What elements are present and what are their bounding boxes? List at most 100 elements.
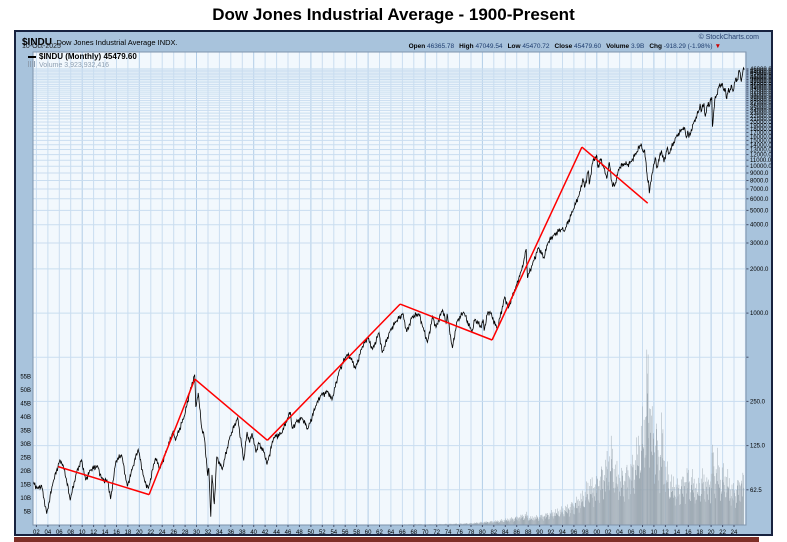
grid-vertical — [35, 52, 746, 525]
trendlines — [57, 146, 649, 496]
svg-text:98: 98 — [582, 530, 589, 534]
svg-text:84: 84 — [502, 530, 509, 534]
svg-text:66: 66 — [399, 530, 406, 534]
volume-bars-icon — [28, 61, 36, 67]
svg-text:04: 04 — [45, 530, 52, 534]
x-axis-labels: 02 04 06 08 10 12 14 16 18 20 22 24 26 28 30 32 34 36 38 40… — [33, 525, 738, 534]
svg-text:45000.0: 45000.0 — [750, 68, 771, 74]
svg-text:70: 70 — [422, 530, 429, 534]
svg-text:125.0: 125.0 — [750, 444, 766, 450]
quote-high-label: High — [459, 43, 474, 50]
price-line-swatch — [28, 55, 36, 58]
svg-text:20000.0: 20000.0 — [750, 120, 771, 126]
svg-text:34000.0: 34000.0 — [750, 86, 771, 92]
chart-header: $INDU Dow Jones Industrial Average INDX. — [22, 32, 178, 50]
svg-text:56: 56 — [342, 530, 349, 534]
svg-text:24: 24 — [159, 530, 166, 534]
svg-text:44: 44 — [273, 530, 280, 534]
svg-text:60: 60 — [365, 530, 372, 534]
svg-text:52: 52 — [319, 530, 326, 534]
svg-text:34: 34 — [216, 530, 223, 534]
svg-text:04: 04 — [616, 530, 623, 534]
svg-text:5B: 5B — [24, 510, 31, 516]
quote-close-value: 45479.60 — [574, 43, 602, 50]
svg-text:2000.0: 2000.0 — [750, 267, 769, 273]
svg-text:62: 62 — [376, 530, 383, 534]
price-line — [32, 66, 745, 517]
svg-text:44000.0: 44000.0 — [750, 70, 771, 76]
svg-text:88: 88 — [525, 530, 532, 534]
svg-text:30: 30 — [193, 530, 200, 534]
svg-text:1000.0: 1000.0 — [750, 311, 769, 317]
svg-text:11000.0: 11000.0 — [750, 158, 771, 164]
quote-low-value: 45470.72 — [522, 43, 550, 50]
stockchart-panel: $INDU Dow Jones Industrial Average INDX.… — [14, 30, 773, 536]
svg-text:22: 22 — [147, 530, 154, 534]
svg-text:12000.0: 12000.0 — [750, 153, 771, 159]
svg-text:50B: 50B — [20, 388, 31, 394]
svg-text:64: 64 — [388, 530, 395, 534]
svg-text:18: 18 — [696, 530, 703, 534]
svg-text:43000.0: 43000.0 — [750, 71, 771, 77]
quote-low-label: Low — [507, 43, 521, 50]
svg-text:16: 16 — [685, 530, 692, 534]
svg-text:40: 40 — [250, 530, 257, 534]
grid-horizontal — [33, 68, 749, 491]
svg-text:10000.0: 10000.0 — [750, 164, 771, 170]
quote-open-value: 46365.78 — [427, 43, 455, 50]
svg-text:55B: 55B — [20, 375, 31, 381]
svg-text:3000.0: 3000.0 — [750, 241, 769, 247]
chg-down-arrow-icon: ▼ — [714, 43, 721, 50]
svg-text:12: 12 — [662, 530, 669, 534]
svg-text:00: 00 — [593, 530, 600, 534]
svg-text:23000.0: 23000.0 — [750, 111, 771, 117]
svg-text:36000.0: 36000.0 — [750, 83, 771, 89]
svg-text:32000.0: 32000.0 — [750, 90, 771, 96]
quote-chg-label: Chg — [649, 43, 662, 50]
svg-text:30B: 30B — [20, 442, 31, 448]
svg-text:78: 78 — [468, 530, 475, 534]
quote-open-label: Open — [408, 43, 426, 50]
svg-text:18: 18 — [125, 530, 132, 534]
right-axis-labels: 62.5 125.0 250.0 1000.0 2000.0 3000.0 4000.0 50… — [750, 67, 771, 494]
svg-text:06: 06 — [628, 530, 635, 534]
ticker-name: Dow Jones Industrial Average INDX. — [56, 38, 178, 47]
chart-legend: $INDU (Monthly) 45479.60 Volume 3,923,93… — [28, 52, 137, 70]
svg-text:16000.0: 16000.0 — [750, 134, 771, 140]
svg-text:02: 02 — [605, 530, 612, 534]
quote-volume-value: 3.9B — [630, 43, 645, 50]
svg-text:24000.0: 24000.0 — [750, 108, 771, 114]
svg-text:42: 42 — [262, 530, 269, 534]
svg-text:40B: 40B — [20, 415, 31, 421]
svg-text:10B: 10B — [20, 496, 31, 502]
svg-text:90: 90 — [536, 530, 543, 534]
svg-text:22: 22 — [719, 530, 726, 534]
svg-text:4000.0: 4000.0 — [750, 223, 769, 229]
svg-text:21000.0: 21000.0 — [750, 117, 771, 123]
svg-text:38: 38 — [239, 530, 246, 534]
svg-text:25B: 25B — [20, 456, 31, 462]
svg-text:37000.0: 37000.0 — [750, 81, 771, 87]
chart-date: 10-Oct-2025 — [22, 43, 61, 50]
svg-text:31000.0: 31000.0 — [750, 92, 771, 98]
svg-text:17000.0: 17000.0 — [750, 130, 771, 136]
svg-text:7000.0: 7000.0 — [750, 187, 769, 193]
page-title: Dow Jones Industrial Average - 1900-Pres… — [212, 5, 575, 24]
svg-text:46000.0: 46000.0 — [750, 67, 771, 73]
svg-text:28000.0: 28000.0 — [750, 99, 771, 105]
svg-text:92: 92 — [548, 530, 555, 534]
svg-text:96: 96 — [571, 530, 578, 534]
quote-high-value: 47049.54 — [475, 43, 503, 50]
svg-text:250.0: 250.0 — [750, 399, 766, 405]
svg-text:5000.0: 5000.0 — [750, 208, 769, 214]
svg-text:26000.0: 26000.0 — [750, 103, 771, 109]
svg-text:18000.0: 18000.0 — [750, 127, 771, 133]
svg-text:68: 68 — [410, 530, 417, 534]
svg-text:15000.0: 15000.0 — [750, 138, 771, 144]
svg-text:62.5: 62.5 — [750, 488, 762, 494]
svg-text:6000.0: 6000.0 — [750, 197, 769, 203]
svg-text:40000.0: 40000.0 — [750, 76, 771, 82]
svg-text:33000.0: 33000.0 — [750, 88, 771, 94]
svg-text:14: 14 — [102, 530, 109, 534]
